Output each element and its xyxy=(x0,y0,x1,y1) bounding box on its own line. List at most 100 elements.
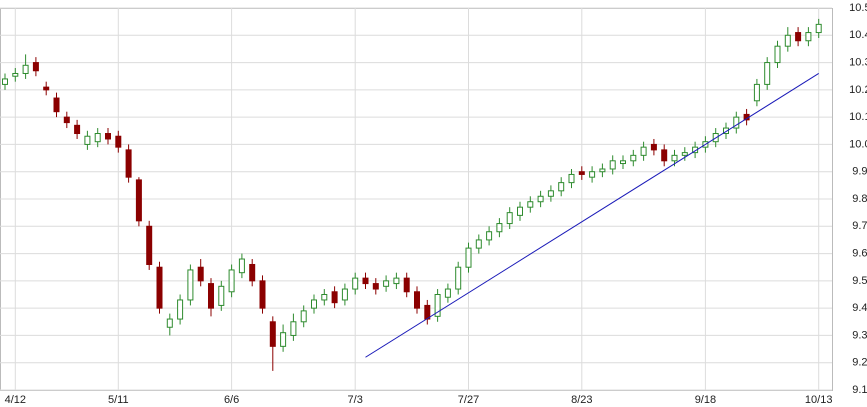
y-tick-label: 10.100 xyxy=(849,111,867,123)
candle-body xyxy=(681,152,688,156)
candle-body xyxy=(238,258,245,274)
y-tick-label: 9.100 xyxy=(852,384,867,396)
candle-body xyxy=(784,34,791,47)
candle-body xyxy=(547,190,554,197)
candle-body xyxy=(599,168,606,173)
candle-body xyxy=(753,83,760,102)
candle-body xyxy=(311,299,317,309)
candle-body xyxy=(43,86,50,91)
candle-body xyxy=(300,310,307,323)
candle-body xyxy=(403,277,410,293)
candle-body xyxy=(609,160,616,170)
candle-body xyxy=(630,154,637,162)
candle-body xyxy=(321,294,328,301)
candle-body xyxy=(414,291,420,309)
candle-body xyxy=(506,212,513,225)
y-tick-label: 9.500 xyxy=(852,275,867,287)
candle-body xyxy=(774,45,781,64)
trendline xyxy=(365,73,819,358)
candle-body xyxy=(177,299,184,320)
y-tick-label: 9.600 xyxy=(852,247,867,259)
y-tick-label: 9.800 xyxy=(852,193,867,205)
candle-body xyxy=(723,127,729,135)
candle-body xyxy=(352,277,359,290)
candle-body xyxy=(650,143,657,151)
candle-body xyxy=(125,149,132,178)
x-tick-label: 6/6 xyxy=(224,394,239,406)
candle-body xyxy=(228,269,235,293)
y-tick-label: 9.700 xyxy=(852,220,867,232)
candle-body xyxy=(486,231,493,241)
candle-body xyxy=(341,288,348,301)
candle-body xyxy=(32,62,39,72)
candle-body xyxy=(434,294,441,317)
y-tick-label: 9.400 xyxy=(852,302,867,314)
candle-body xyxy=(578,171,585,175)
y-tick-label: 10.000 xyxy=(849,138,867,150)
candle-body xyxy=(465,247,472,268)
candle-body xyxy=(558,182,565,192)
candle-body xyxy=(187,269,194,301)
y-tick-label: 9.200 xyxy=(852,357,867,369)
candle-body xyxy=(74,124,81,135)
candle-body xyxy=(362,277,369,285)
candle-body xyxy=(53,97,60,113)
candle-body xyxy=(661,149,668,162)
candle-body xyxy=(259,280,266,309)
candle-body xyxy=(527,201,534,208)
candle-body xyxy=(115,135,122,148)
candle-body xyxy=(249,263,256,282)
x-tick-label: 8/23 xyxy=(571,394,592,406)
candle-body xyxy=(197,266,204,282)
x-tick-label: 9/18 xyxy=(695,394,716,406)
x-tick-label: 10/13 xyxy=(805,394,833,406)
x-tick-label: 5/11 xyxy=(108,394,129,406)
candle-body xyxy=(805,32,812,42)
candle-body xyxy=(444,288,451,298)
candle-body xyxy=(393,277,400,285)
candle-body xyxy=(156,266,163,309)
candle-body xyxy=(280,332,287,347)
candle-body xyxy=(620,160,626,165)
candle-body xyxy=(63,116,70,124)
x-tick-label: 7/3 xyxy=(348,394,363,406)
y-tick-label: 10.200 xyxy=(849,84,867,96)
candle-body xyxy=(815,23,822,34)
candle-body xyxy=(84,135,91,145)
candle-body xyxy=(671,154,678,162)
candle-body xyxy=(146,225,153,265)
y-tick-label: 10.400 xyxy=(849,29,867,41)
x-tick-label: 7/27 xyxy=(458,394,479,406)
candle-body xyxy=(733,116,740,129)
y-tick-label: 9.300 xyxy=(852,329,867,341)
candle-body xyxy=(764,62,771,85)
y-tick-label: 10.300 xyxy=(849,56,867,68)
candle-body xyxy=(455,266,462,290)
candle-body xyxy=(795,32,802,42)
candle-body xyxy=(568,173,575,184)
candle-body xyxy=(105,133,111,140)
candle-body xyxy=(496,223,503,233)
candle-body xyxy=(640,146,647,156)
y-tick-label: 9.900 xyxy=(852,166,867,178)
candle-body xyxy=(12,72,19,77)
candle-body xyxy=(372,283,379,290)
candle-body xyxy=(589,171,596,178)
candle-body xyxy=(218,285,225,306)
candle-body xyxy=(166,318,173,328)
candle-body xyxy=(269,321,276,347)
candle-body xyxy=(208,283,214,309)
x-tick-label: 4/12 xyxy=(5,394,26,406)
candle-body xyxy=(517,206,523,216)
candle-body xyxy=(383,280,390,287)
candle-body xyxy=(94,133,101,143)
candle-body xyxy=(537,195,544,203)
candle-body xyxy=(331,291,338,304)
candle-body xyxy=(135,179,142,222)
y-tick-label: 10.500 xyxy=(849,2,867,14)
candle-body xyxy=(290,321,297,336)
candle-body xyxy=(22,64,29,74)
candle-body xyxy=(475,239,482,249)
candle-body xyxy=(2,78,8,85)
